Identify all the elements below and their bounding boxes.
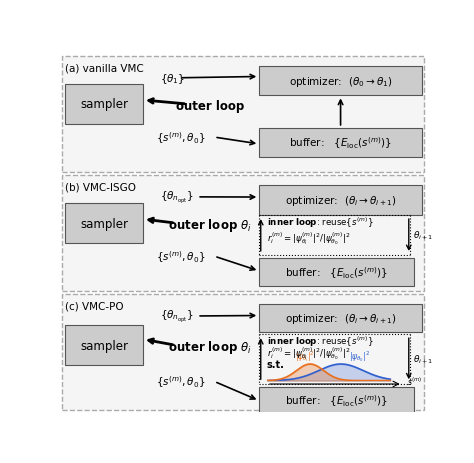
- Text: outer loop $\theta_i$: outer loop $\theta_i$: [168, 217, 252, 234]
- Text: outer loop $\theta_i$: outer loop $\theta_i$: [168, 338, 252, 356]
- Bar: [65, 204, 143, 244]
- Text: $r_i^{(m)} = |\psi_{\theta_i}^{(m)}|^2/|\psi_{\theta_0}^{(m)}|^2$: $r_i^{(m)} = |\psi_{\theta_i}^{(m)}|^2/|…: [267, 230, 350, 246]
- Text: $\bf{inner\ loop}$: reuse$\{s^{(m)}\}$: $\bf{inner\ loop}$: reuse$\{s^{(m)}\}$: [267, 215, 374, 229]
- Text: $\{s^{(m)}, \theta_0\}$: $\{s^{(m)}, \theta_0\}$: [156, 374, 206, 389]
- Text: $r_i^{(m)} = |\psi_{\theta_i}^{(m)}|^2/|\psi_{\theta_0}^{(m)}|^2$: $r_i^{(m)} = |\psi_{\theta_i}^{(m)}|^2/|…: [267, 345, 350, 362]
- Bar: [62, 57, 424, 173]
- Text: buffer:   $\{E_{\rm loc}(s^{(m)})\}$: buffer: $\{E_{\rm loc}(s^{(m)})\}$: [285, 393, 388, 408]
- Text: $\{\theta_1\}$: $\{\theta_1\}$: [160, 72, 185, 86]
- Text: $\theta_{i+1}$: $\theta_{i+1}$: [413, 353, 433, 365]
- Text: (c) VMC-PO: (c) VMC-PO: [64, 301, 123, 311]
- Text: buffer:   $\{E_{\rm loc}(s^{(m)})\}$: buffer: $\{E_{\rm loc}(s^{(m)})\}$: [285, 265, 388, 281]
- Text: buffer:   $\{E_{\rm loc}(s^{(m)})\}$: buffer: $\{E_{\rm loc}(s^{(m)})\}$: [289, 135, 392, 151]
- Text: $\theta_{i+1}$: $\theta_{i+1}$: [413, 229, 433, 242]
- Text: s.t.: s.t.: [267, 360, 285, 369]
- Bar: [259, 186, 422, 215]
- Text: $\{\theta_{n_{\rm opt}}\}$: $\{\theta_{n_{\rm opt}}\}$: [160, 189, 194, 206]
- Text: optimizer:  $(\theta_i \to \theta_{i+1})$: optimizer: $(\theta_i \to \theta_{i+1})$: [285, 194, 396, 207]
- Bar: [259, 67, 422, 96]
- Text: (a) vanilla VMC: (a) vanilla VMC: [64, 63, 144, 73]
- Text: sampler: sampler: [80, 339, 128, 352]
- Text: $\bf{inner\ loop}$: reuse$\{s^{(m)}\}$: $\bf{inner\ loop}$: reuse$\{s^{(m)}\}$: [267, 334, 374, 348]
- Bar: [259, 387, 414, 415]
- Text: outer loop: outer loop: [176, 100, 245, 113]
- Bar: [259, 129, 422, 158]
- Bar: [62, 295, 424, 411]
- Bar: [65, 325, 143, 365]
- Text: sampler: sampler: [80, 217, 128, 230]
- Bar: [62, 176, 424, 292]
- Bar: [259, 305, 422, 332]
- Text: sampler: sampler: [80, 98, 128, 111]
- Text: optimizer:  $(\theta_i \to \theta_{i+1})$: optimizer: $(\theta_i \to \theta_{i+1})$: [285, 312, 396, 325]
- Text: optimizer:  $(\theta_0 \to \theta_1)$: optimizer: $(\theta_0 \to \theta_1)$: [289, 75, 392, 89]
- Text: $\{\theta_{n_{\rm opt}}\}$: $\{\theta_{n_{\rm opt}}\}$: [160, 308, 194, 324]
- Text: $\{s^{(m)}, \theta_0\}$: $\{s^{(m)}, \theta_0\}$: [156, 249, 206, 264]
- Text: $\{s^{(m)}, \theta_0\}$: $\{s^{(m)}, \theta_0\}$: [156, 130, 206, 145]
- Bar: [259, 259, 414, 287]
- Text: (b) VMC-ISGO: (b) VMC-ISGO: [64, 182, 136, 192]
- Bar: [65, 85, 143, 125]
